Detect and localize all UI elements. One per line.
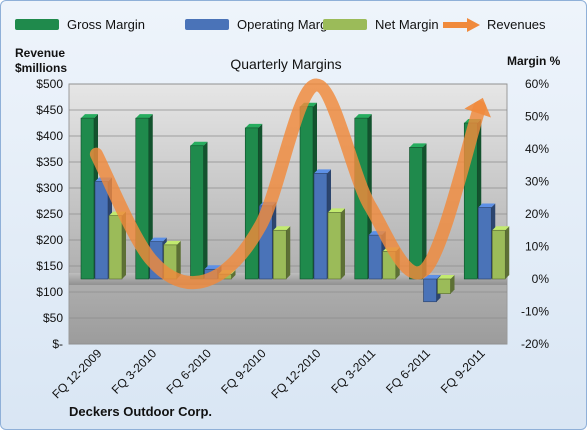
legend-label-net-margin: Net Margin bbox=[375, 17, 439, 32]
legend-swatch-operating-margin bbox=[185, 19, 229, 30]
bar-net-margin bbox=[437, 275, 455, 294]
bar-gross-margin bbox=[190, 141, 208, 280]
right-axis-label: Margin % bbox=[507, 54, 561, 68]
category-tick-label: FQ 9-2011 bbox=[438, 346, 488, 396]
right-tick-label: 10% bbox=[525, 240, 549, 254]
left-tick-label: $450 bbox=[36, 103, 63, 117]
category-tick-label: FQ 3-2010 bbox=[109, 346, 160, 397]
left-tick-label: $250 bbox=[36, 207, 63, 221]
left-tick-label: $400 bbox=[36, 129, 63, 143]
left-tick-label: $300 bbox=[36, 181, 63, 195]
revenues-arrow-head bbox=[464, 97, 491, 118]
company-name: Deckers Outdoor Corp. bbox=[69, 404, 212, 419]
legend: Gross Margin Operating Margin Net Margin… bbox=[15, 17, 546, 32]
right-tick-label: 20% bbox=[525, 207, 549, 221]
left-tick-label: $350 bbox=[36, 155, 63, 169]
legend-swatch-gross-margin bbox=[15, 19, 59, 30]
category-tick-label: FQ 6-2010 bbox=[164, 346, 215, 397]
right-axis-ticks: -20% -10% 0% 10% 20% 30% 40% 50% 60% bbox=[521, 77, 549, 351]
legend-label-operating-margin: Operating Margin bbox=[237, 17, 337, 32]
left-tick-label: $500 bbox=[36, 77, 63, 91]
legend-item-gross-margin: Gross Margin bbox=[15, 17, 145, 32]
left-tick-label: $- bbox=[52, 337, 63, 351]
legend-item-operating-margin: Operating Margin bbox=[185, 17, 337, 32]
revenues-line bbox=[89, 78, 487, 290]
legend-item-revenues: Revenues bbox=[443, 17, 546, 32]
legend-swatch-net-margin bbox=[323, 19, 367, 30]
right-tick-label: -10% bbox=[521, 305, 549, 319]
right-tick-label: 30% bbox=[525, 175, 549, 189]
bar-net-margin bbox=[272, 226, 291, 280]
left-tick-label: $200 bbox=[36, 233, 63, 247]
left-tick-label: $100 bbox=[36, 285, 63, 299]
category-tick-label: FQ 12-2009 bbox=[49, 346, 104, 401]
right-tick-label: -20% bbox=[521, 337, 549, 351]
right-tick-label: 0% bbox=[532, 272, 550, 286]
right-tick-label: 50% bbox=[525, 110, 549, 124]
left-tick-label: $50 bbox=[43, 311, 63, 325]
category-tick-label: FQ 6-2011 bbox=[383, 346, 433, 396]
legend-label-gross-margin: Gross Margin bbox=[67, 17, 145, 32]
bar-gross-margin bbox=[135, 114, 153, 280]
plot-area bbox=[68, 78, 510, 345]
left-axis-label-line1: Revenue bbox=[15, 46, 65, 60]
right-tick-label: 40% bbox=[525, 142, 549, 156]
chart-title: Quarterly Margins bbox=[230, 56, 341, 72]
category-tick-label: FQ 9-2010 bbox=[218, 346, 269, 397]
bar-net-margin bbox=[491, 226, 510, 280]
legend-label-revenues: Revenues bbox=[487, 17, 546, 32]
legend-arrow-revenues bbox=[467, 18, 480, 32]
bar-gross-margin bbox=[409, 143, 427, 280]
left-axis-label-line2: $millions bbox=[15, 61, 67, 75]
legend-item-net-margin: Net Margin bbox=[323, 17, 439, 32]
right-tick-label: 60% bbox=[525, 77, 549, 91]
category-tick-label: FQ 3-2011 bbox=[328, 346, 378, 396]
left-tick-label: $150 bbox=[36, 259, 63, 273]
left-axis-ticks: $- $50 $100 $150 $200 $250 $300 $350 $400 $450 $50… bbox=[36, 77, 63, 351]
bar-net-margin bbox=[327, 208, 345, 280]
category-axis-ticks: FQ 12-2009 FQ 3-2010 FQ 6-2010 FQ 9-2010 FQ … bbox=[49, 346, 488, 401]
category-tick-label: FQ 12-2010 bbox=[268, 346, 323, 401]
